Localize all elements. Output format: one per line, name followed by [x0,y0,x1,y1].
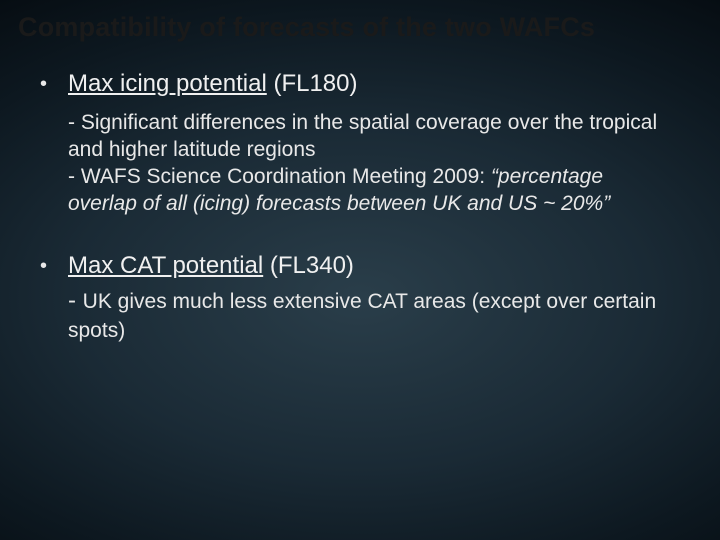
section2-heading-tail: (FL340) [263,252,354,279]
section1-body: - Significant differences in the spatial… [68,109,670,217]
bullet-item-2: • Max CAT potential (FL340) [40,251,680,281]
section2-body-dash: - [68,287,83,314]
section1-heading-tail: (FL180) [267,70,358,97]
bullet-item-1: • Max icing potential (FL180) [40,69,680,99]
section1-body-line1: - Significant differences in the spatial… [68,109,670,163]
section2-body: - UK gives much less extensive CAT areas… [68,287,670,346]
bullet-dot-icon: • [40,251,50,281]
section1-body-line2: - WAFS Science Coordination Meeting 2009… [68,163,670,217]
slide-container: Compatibility of forecasts of the two WA… [0,0,720,540]
slide-title: Compatibility of forecasts of the two WA… [0,0,720,51]
section1-body-line2-plain: - WAFS Science Coordination Meeting 2009… [68,165,491,188]
section2-heading-underlined: Max CAT potential [68,252,263,279]
section-spacer [40,217,680,251]
section1-heading-underlined: Max icing potential [68,70,267,97]
section2-body-rest: UK gives much less extensive CAT areas (… [68,290,656,342]
section1-heading: Max icing potential (FL180) [68,69,357,99]
section2-heading: Max CAT potential (FL340) [68,251,354,281]
bullet-dot-icon: • [40,69,50,99]
slide-content: • Max icing potential (FL180) - Signific… [0,51,720,346]
